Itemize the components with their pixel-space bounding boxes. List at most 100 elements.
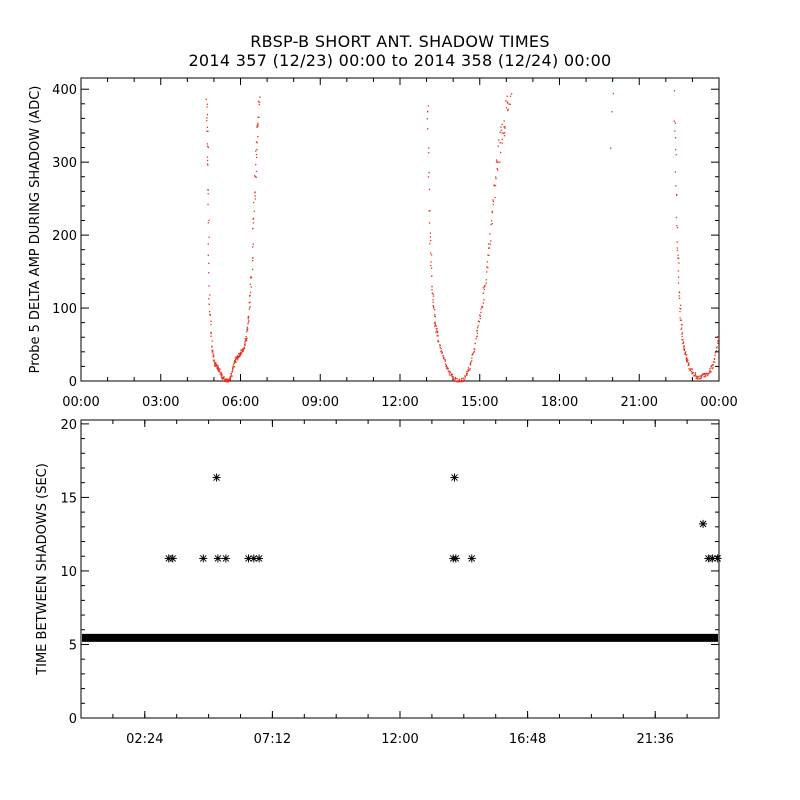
y-tick-label: 300 [52, 156, 77, 171]
data-point [232, 367, 234, 370]
data-point [434, 325, 436, 327]
y-tick-label: 200 [52, 229, 77, 244]
data-point [445, 364, 448, 367]
data-point [233, 360, 236, 363]
data-point [439, 344, 441, 347]
data-point [504, 132, 506, 134]
data-point [208, 285, 210, 287]
data-point [473, 348, 475, 350]
data-point [463, 378, 465, 381]
data-point [246, 328, 248, 330]
data-point [706, 372, 708, 375]
data-point [241, 352, 243, 354]
data-point [248, 295, 251, 297]
data-point [252, 228, 254, 230]
data-point [257, 122, 259, 125]
data-point [679, 319, 682, 321]
data-point [234, 360, 237, 363]
data-point [497, 161, 499, 163]
data-point [711, 367, 713, 370]
data-point [684, 352, 686, 354]
data-point [217, 366, 219, 368]
data-point [427, 105, 430, 107]
data-point [439, 346, 441, 349]
data-point [694, 373, 697, 375]
data-point [250, 276, 253, 278]
data-point [457, 380, 459, 382]
data-point [478, 321, 481, 323]
data-point [705, 374, 707, 376]
data-point [428, 210, 430, 212]
data-point [430, 267, 433, 270]
data-point [240, 352, 242, 354]
data-point [249, 283, 252, 285]
data-point [252, 259, 254, 262]
data-point [218, 370, 220, 373]
data-points [205, 90, 721, 383]
data-point [490, 223, 492, 226]
data-point [679, 310, 681, 313]
data-point [199, 554, 208, 563]
data-point [244, 341, 246, 343]
data-point [213, 363, 216, 365]
data-point [681, 333, 683, 335]
data-point [211, 345, 213, 347]
data-point [458, 381, 460, 383]
data-point [249, 306, 251, 308]
y-tick-label: 15 [60, 491, 77, 506]
data-point [208, 272, 210, 274]
data-point [473, 351, 476, 353]
data-point [502, 132, 505, 134]
data-point [467, 554, 476, 563]
data-point [228, 380, 230, 383]
data-point [469, 363, 472, 366]
data-point [250, 277, 252, 279]
data-point [707, 374, 709, 377]
x-tick-label: 18:00 [541, 395, 578, 410]
data-point [677, 257, 679, 259]
data-point [244, 344, 246, 346]
data-point [231, 370, 233, 373]
data-point [714, 352, 716, 354]
data-point [476, 327, 479, 329]
data-point [214, 361, 216, 363]
data-point [224, 378, 226, 380]
data-point [241, 350, 243, 352]
data-point [678, 297, 681, 299]
data-point [258, 103, 260, 106]
data-point [213, 359, 216, 362]
data-point [685, 359, 688, 361]
data-point [680, 327, 683, 329]
data-point [207, 146, 209, 149]
data-point [677, 282, 680, 284]
data-point [218, 368, 220, 370]
data-point [501, 123, 503, 126]
data-point [446, 368, 448, 370]
data-point [509, 95, 512, 97]
data-point [467, 367, 469, 369]
data-point [487, 243, 490, 245]
data-point [467, 370, 469, 372]
data-point [428, 171, 430, 174]
data-point [694, 372, 697, 374]
data-point [476, 329, 479, 332]
data-point [256, 126, 258, 129]
data-point [256, 142, 258, 144]
y-tick-label: 400 [52, 83, 77, 98]
data-point [207, 254, 209, 256]
data-point [713, 361, 716, 363]
data-point [678, 262, 680, 264]
data-point [708, 372, 710, 375]
data-point [456, 381, 458, 383]
data-point [503, 120, 505, 122]
data-point [217, 367, 220, 369]
data-points [164, 473, 722, 563]
data-point [229, 377, 231, 379]
data-point [235, 356, 238, 358]
data-point [456, 377, 458, 380]
data-point [252, 222, 255, 224]
data-point [683, 349, 685, 351]
data-point [675, 194, 678, 196]
data-point [255, 150, 257, 152]
data-point [674, 148, 677, 151]
